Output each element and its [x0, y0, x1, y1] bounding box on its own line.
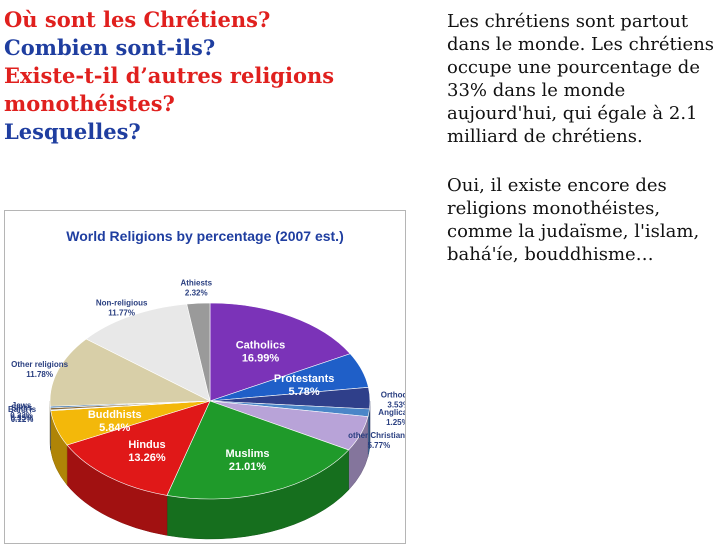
pie-slice-11	[49, 338, 211, 407]
slice-value-11: 11.78%	[26, 370, 53, 379]
slice-label-8: Baha'is	[8, 405, 37, 414]
pie-slice-13	[186, 302, 211, 402]
answer-block: Les chrétiens sont partout dans le monde…	[447, 10, 727, 266]
slice-value-5: 21.01%	[229, 461, 267, 473]
slice-label-10: Jews	[12, 401, 32, 410]
slice-label-9: Sikhs	[11, 403, 33, 412]
pie-slice-5	[166, 400, 350, 500]
slice-value-10: 0.23%	[10, 411, 33, 420]
slice-value-12: 11.77%	[108, 309, 135, 318]
slice-value-1: 5.78%	[289, 386, 320, 398]
slice-label-0: Catholics	[236, 340, 286, 352]
slice-label-4: other Christians	[348, 431, 405, 440]
slice-value-6: 13.26%	[128, 452, 166, 464]
slice-value-4: 5.77%	[368, 441, 391, 450]
question-other-religions: Existe-t-il d’autres religions	[4, 63, 335, 88]
slice-value-7: 5.84%	[99, 422, 130, 434]
slice-label-7: Buddhists	[88, 409, 142, 421]
questions-block: Où sont les Chrétiens? Combien sont-ils?…	[4, 6, 424, 146]
pie-chart-panel: World Religions by percentage (2007 est.…	[4, 210, 406, 544]
question-which: Lesquelles?	[4, 119, 141, 144]
slice-label-13: Athiests	[180, 279, 212, 288]
slice-value-3: 1.25%	[386, 418, 405, 427]
slice-label-11: Other religions	[11, 360, 68, 369]
answer-paragraph-2: Oui, il existe encore des religions mono…	[447, 175, 700, 265]
question-how-many: Combien sont-ils?	[4, 35, 216, 60]
chart-title: World Religions by percentage (2007 est.…	[66, 228, 343, 244]
slice-label-3: Anglicans	[378, 408, 405, 417]
pie-slice-6	[66, 400, 211, 496]
pie-chart: World Religions by percentage (2007 est.…	[8, 228, 405, 540]
slice-value-13: 2.32%	[185, 289, 208, 298]
slice-label-5: Muslims	[226, 448, 270, 460]
question-where: Où sont les Chrétiens?	[4, 7, 271, 32]
slice-label-12: Non-religious	[96, 299, 148, 308]
question-monotheistic: monothéistes?	[4, 91, 175, 116]
slice-value-2: 3.53%	[387, 401, 405, 410]
slice-value-8: 0.12%	[11, 415, 34, 424]
slice-label-6: Hindus	[128, 439, 165, 451]
pie-slice-0	[209, 302, 351, 402]
pie-slice-12	[85, 303, 211, 402]
answer-paragraph-1: Les chrétiens sont partout dans le monde…	[447, 11, 715, 147]
slice-value-9: 0.35%	[10, 413, 33, 422]
slice-label-2: Orthodox	[381, 391, 405, 400]
slice-value-0: 16.99%	[242, 353, 280, 365]
slice-label-1: Protestants	[274, 373, 335, 385]
